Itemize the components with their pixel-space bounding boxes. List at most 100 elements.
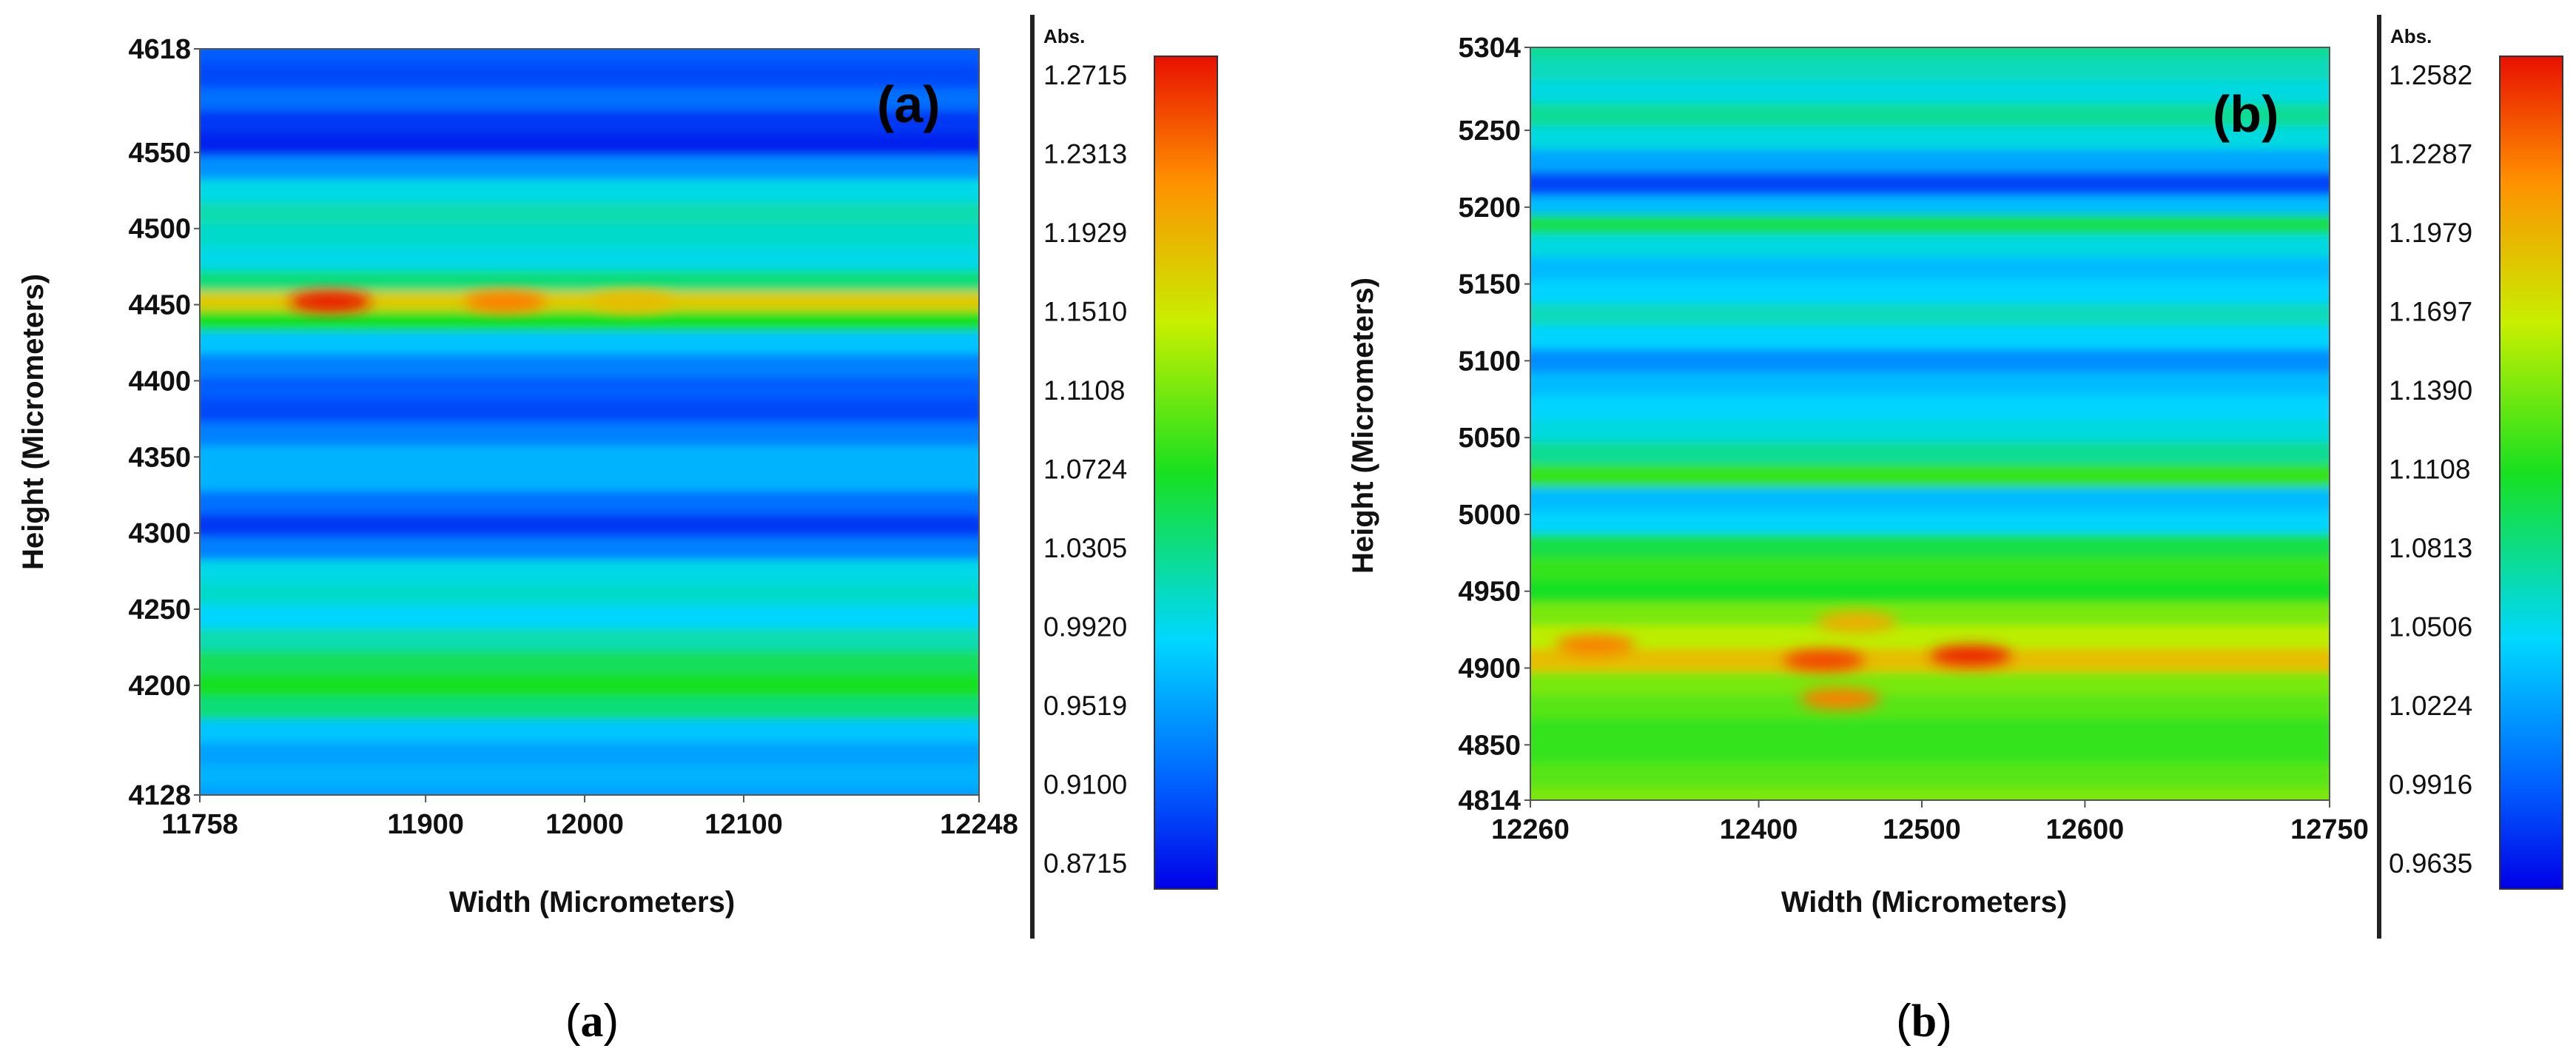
heatmap-row	[200, 785, 979, 795]
heatmap-a-hotspots	[289, 291, 673, 312]
caption-a-open: (	[565, 996, 581, 1047]
heatmap-row	[200, 247, 979, 272]
heatmap-row	[1530, 603, 2330, 627]
heatmap-row	[1530, 580, 2330, 604]
heatmap-row	[200, 354, 979, 378]
y-ticks-a: 4618 4550 4500 4450 4400 4350 4300 4250 4200 4128	[128, 34, 200, 811]
y-axis-label-b: Height (Micrometers)	[1347, 278, 1379, 574]
colorbar-tick-label: 1.0224	[2389, 691, 2472, 721]
heatmap-row	[1530, 372, 2330, 397]
heatmap-row	[200, 742, 979, 766]
heatmap-row	[1530, 326, 2330, 350]
x-tick-label: 12500	[1883, 814, 1961, 845]
colorbar-title-a: Abs.	[1043, 25, 1085, 47]
colorbar-tick-label: 1.0813	[2389, 533, 2472, 563]
y-tick-label: 4300	[128, 518, 191, 549]
heatmap-hotspot	[1783, 650, 1865, 671]
x-ticks-a: 11758 11900 12000 12100 12248	[161, 795, 1018, 840]
heatmap-row	[1530, 648, 2330, 673]
caption-b-close: )	[1937, 996, 1952, 1047]
heatmap-row	[200, 719, 979, 744]
y-axis-label-a: Height (Micrometers)	[17, 274, 50, 570]
colorbar-a	[1154, 56, 1218, 890]
heatmap-row	[1530, 557, 2330, 581]
heatmap-row	[1530, 150, 2330, 174]
panel-a: 4618 4550 4500 4450 4400 4350 4300 4250 4200 4128…	[17, 15, 1218, 939]
heatmap-row	[200, 400, 979, 424]
heatmap-row	[200, 491, 979, 515]
colorbar-tick-label: 1.2287	[2389, 139, 2472, 170]
y-tick-label: 5100	[1458, 346, 1521, 377]
x-tick-label: 12750	[2290, 814, 2369, 845]
caption-a-letter: a	[581, 996, 604, 1047]
heatmap-row	[1530, 788, 2330, 800]
y-tick-label: 4450	[128, 290, 191, 321]
heatmap-row	[200, 49, 979, 64]
heatmap-hotspot	[1555, 634, 1637, 656]
heatmap-row	[200, 628, 979, 652]
colorbar-tick-label: 1.2582	[2389, 60, 2472, 90]
y-tick-label: 4200	[128, 671, 191, 702]
y-tick-label: 4618	[128, 34, 191, 65]
x-tick-label: 11900	[387, 809, 464, 840]
y-tick-label: 5150	[1458, 269, 1521, 301]
colorbar-tick-label: 1.0506	[2389, 612, 2472, 642]
heatmap-hotspot	[591, 291, 673, 312]
heatmap-row	[1530, 80, 2330, 104]
heatmap-row	[200, 224, 979, 249]
heatmap-row	[1530, 126, 2330, 151]
heatmap-row	[1530, 47, 2330, 59]
heatmap-row	[200, 697, 979, 721]
y-tick-label: 4900	[1458, 654, 1521, 685]
heatmap-hotspot	[1930, 645, 2012, 666]
caption-b-letter: b	[1911, 996, 1937, 1047]
y-tick-label: 4128	[128, 780, 191, 811]
heatmap-row	[1530, 172, 2330, 197]
x-axis-label-b: Width (Micrometers)	[1781, 886, 2067, 919]
colorbar-tick-label: 1.0724	[1043, 454, 1127, 485]
heatmap-row	[200, 87, 979, 112]
heatmap-b-hotspots	[1555, 611, 2012, 710]
heatmap-row	[1530, 349, 2330, 373]
heatmap-row	[1530, 441, 2330, 466]
caption-b: (b)	[1896, 996, 1952, 1047]
heatmap-row	[1530, 533, 2330, 558]
heatmap-row	[200, 133, 979, 158]
colorbar-tick-label: 0.9519	[1043, 691, 1127, 721]
heatmap-row	[1530, 625, 2330, 650]
colorbar-tick-label: 1.1510	[1043, 297, 1127, 327]
x-tick-label: 12600	[2046, 814, 2125, 845]
heatmap-row	[200, 310, 979, 332]
heatmap-row	[1530, 257, 2330, 281]
x-ticks-b: 12260 12400 12500 12600 12750	[1491, 800, 2369, 845]
y-tick-label: 4550	[128, 138, 191, 169]
y-tick-label: 5000	[1458, 500, 1521, 531]
plot-frame-b	[1530, 47, 2330, 801]
x-tick-label: 11758	[161, 809, 238, 840]
y-tick-label: 4250	[128, 594, 191, 625]
colorbar-b	[2499, 56, 2563, 890]
heatmap-a	[200, 49, 979, 795]
heatmap-row	[1530, 395, 2330, 420]
y-tick-label: 5200	[1458, 192, 1521, 224]
y-tick-label: 4500	[128, 214, 191, 245]
caption-a-close: )	[604, 996, 619, 1047]
heatmap-row	[1530, 510, 2330, 534]
heatmap-row	[1530, 234, 2330, 258]
heatmap-row	[200, 468, 979, 492]
heatmap-row	[1530, 58, 2330, 81]
caption-b-open: (	[1896, 996, 1911, 1047]
heatmap-row	[200, 765, 979, 787]
heatmap-row	[200, 514, 979, 538]
heatmap-row	[200, 377, 979, 401]
colorbar-title-b: Abs.	[2390, 25, 2432, 47]
heatmap-row	[1530, 103, 2330, 127]
panel-b: 5304 5250 5200 5150 5100 5050 5000 4950 4900 4850…	[1347, 15, 2563, 939]
x-tick-label: 12100	[704, 809, 783, 840]
heatmap-row	[200, 156, 979, 180]
colorbar-ticks-b: 1.2582 1.2287 1.1979 1.1697 1.1390 1.1108 1.08…	[2389, 60, 2472, 879]
colorbar-tick-label: 1.1108	[2389, 454, 2470, 485]
heatmap-hotspot	[1815, 611, 1897, 633]
heatmap-row	[200, 537, 979, 561]
